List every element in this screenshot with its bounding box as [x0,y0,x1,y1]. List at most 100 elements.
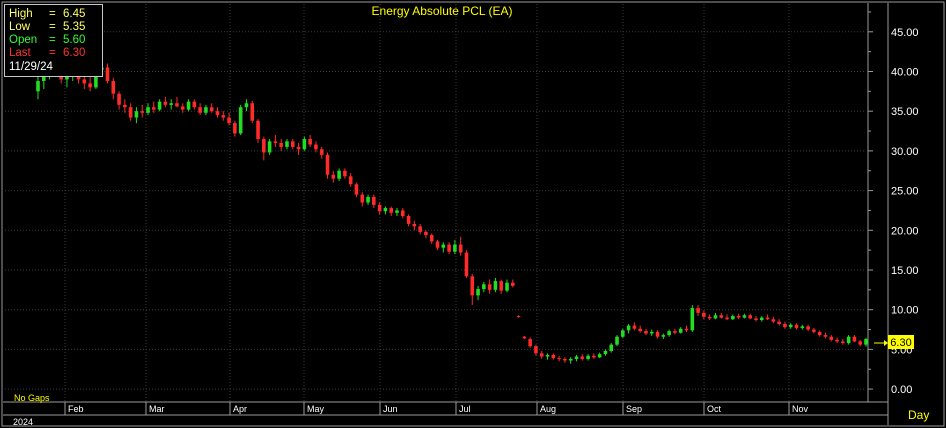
candle[interactable] [516,315,521,318]
candle[interactable] [175,96,179,108]
candle[interactable] [511,279,515,288]
candle[interactable] [418,223,422,235]
candle[interactable] [690,304,695,332]
candle[interactable] [152,101,156,113]
candle[interactable] [256,119,260,143]
candle[interactable] [279,138,283,151]
candle[interactable] [539,350,544,359]
candle[interactable] [198,103,202,116]
candle[interactable] [812,327,816,334]
candle[interactable] [534,344,538,356]
candle[interactable] [372,194,376,209]
candle[interactable] [36,75,40,100]
candle[interactable] [458,236,463,256]
candle[interactable] [817,330,822,337]
candle[interactable] [215,107,220,118]
candle[interactable] [806,324,810,332]
candle[interactable] [493,277,498,293]
candle[interactable] [482,281,486,293]
candle[interactable] [290,138,295,150]
candle[interactable] [250,100,255,124]
candle[interactable] [377,202,382,215]
candle[interactable] [296,142,301,155]
candle[interactable] [117,91,121,110]
candle[interactable] [731,314,735,321]
candle[interactable] [528,337,532,348]
candle[interactable] [794,323,799,330]
candle[interactable] [777,319,781,326]
candle[interactable] [180,103,185,113]
candle[interactable] [146,103,150,116]
candle[interactable] [725,314,729,321]
candle[interactable] [765,314,770,321]
candle[interactable] [262,136,266,161]
candle[interactable] [360,192,365,207]
candle[interactable] [412,220,417,231]
candle[interactable] [267,138,272,155]
candle[interactable] [499,279,504,294]
candle[interactable] [835,337,839,344]
candle[interactable] [673,328,677,335]
candle[interactable] [406,214,411,227]
candle[interactable] [221,111,226,121]
candle[interactable] [557,355,561,362]
candle[interactable] [621,328,625,339]
candle[interactable] [684,325,689,332]
candle[interactable] [453,239,457,255]
candle[interactable] [632,322,637,331]
candle[interactable] [186,99,191,112]
candle[interactable] [209,103,214,113]
candle[interactable] [603,349,608,356]
candle[interactable] [441,242,446,253]
candle[interactable] [568,357,573,364]
candle[interactable] [134,107,139,124]
candle[interactable] [783,321,787,329]
candle[interactable] [470,273,475,305]
candle[interactable] [742,313,747,319]
candle[interactable] [615,335,619,347]
candle[interactable] [667,329,671,337]
candle[interactable] [337,168,341,182]
candle[interactable] [736,313,741,320]
candle[interactable] [319,146,324,159]
candle[interactable] [348,173,353,187]
candle[interactable] [597,352,602,359]
candle[interactable] [273,135,278,147]
candle[interactable] [227,112,231,126]
candle[interactable] [128,103,133,121]
candle[interactable] [169,99,173,110]
candle[interactable] [163,96,168,108]
candle[interactable] [505,279,509,293]
candle[interactable] [563,357,567,363]
candle[interactable] [343,168,347,179]
candle[interactable] [244,99,249,112]
candle[interactable] [302,136,307,151]
candle[interactable] [354,182,359,197]
candle[interactable] [574,354,579,362]
candle[interactable] [551,353,556,360]
candle[interactable] [707,314,712,321]
candle[interactable] [325,152,330,179]
candle[interactable] [308,135,312,147]
candle[interactable] [395,208,399,216]
candle[interactable] [713,312,718,320]
candle[interactable] [800,324,805,330]
candle[interactable] [429,233,434,244]
candle[interactable] [157,99,162,112]
candle[interactable] [111,77,116,100]
candle[interactable] [829,335,834,342]
candle[interactable] [522,335,527,340]
candle[interactable] [864,337,868,347]
candle[interactable] [140,104,145,118]
candle[interactable] [696,304,700,317]
candle[interactable] [424,230,428,239]
candle[interactable] [644,328,648,336]
candle[interactable] [331,170,336,183]
candle[interactable] [788,323,793,329]
candle[interactable] [852,335,857,343]
candle[interactable] [846,335,851,345]
candle[interactable] [389,206,393,216]
candle[interactable] [192,99,197,110]
candle[interactable] [771,316,776,324]
candle[interactable] [649,329,654,336]
